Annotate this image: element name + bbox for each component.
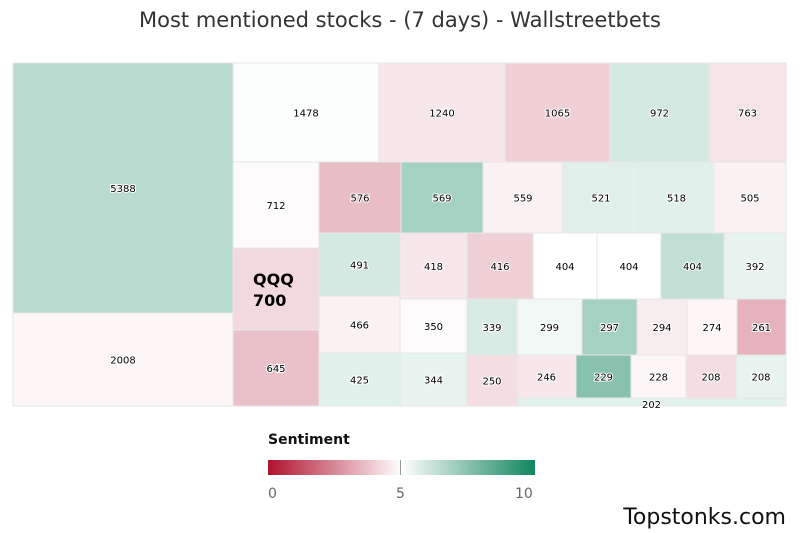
treemap-tile xyxy=(399,352,468,407)
tile-value-label: 5388 xyxy=(110,184,135,195)
treemap-tile xyxy=(466,232,534,300)
treemap-tile xyxy=(12,312,234,407)
tile-value-label: 261 xyxy=(752,323,771,334)
treemap-tile xyxy=(318,352,401,407)
tile-value-label: 505 xyxy=(740,194,759,205)
tile-value-label: 404 xyxy=(619,262,638,273)
tile-value-label: 297 xyxy=(600,323,619,334)
tile-value-label: 1240 xyxy=(429,109,454,120)
tile-value-label: 250 xyxy=(482,377,501,388)
tile-value-label: 228 xyxy=(649,373,668,384)
tile-value-label: 208 xyxy=(701,373,720,384)
legend-midpoint-marker xyxy=(400,460,401,475)
tile-value-label: 344 xyxy=(424,376,443,387)
tile-value-label: 339 xyxy=(482,323,501,334)
treemap-tile xyxy=(400,161,484,234)
treemap-tile xyxy=(708,62,787,163)
treemap-tile xyxy=(232,329,320,407)
tile-value-label: 1478 xyxy=(293,109,318,120)
tile-value-label: 418 xyxy=(424,262,443,273)
treemap-tile xyxy=(318,161,402,234)
tile-value-label: 645 xyxy=(266,364,285,375)
treemap-tile xyxy=(660,232,725,300)
treemap-tile xyxy=(318,295,401,354)
legend-tick-0: 0 xyxy=(268,486,277,502)
treemap-tile xyxy=(686,298,738,356)
treemap-tile xyxy=(562,161,640,234)
tile-value-label: 466 xyxy=(350,321,369,332)
legend-tick-10: 10 xyxy=(515,486,533,502)
treemap-tile xyxy=(516,397,787,407)
tile-value-label: 246 xyxy=(537,373,556,384)
treemap-tile xyxy=(636,298,688,356)
tile-value-label: 2008 xyxy=(110,356,135,367)
tile-value-label: 425 xyxy=(350,376,369,387)
tile-value-label: 972 xyxy=(650,109,669,120)
tile-value-label: 569 xyxy=(432,194,451,205)
treemap-tile xyxy=(378,62,506,163)
tile-value-label: 763 xyxy=(738,109,757,120)
treemap-tile xyxy=(399,232,468,300)
tile-value-label: 294 xyxy=(652,323,671,334)
tile-value-label: 559 xyxy=(513,194,532,205)
tile-value-label: 299 xyxy=(540,323,559,334)
treemap-tile xyxy=(532,232,598,300)
tile-value-label: 274 xyxy=(702,323,721,334)
tile-value-label: 202 xyxy=(642,400,661,411)
tile-value-label: 404 xyxy=(555,262,574,273)
treemap-tile xyxy=(12,62,234,314)
credit-text: Topstonks.com xyxy=(623,505,786,530)
legend-color-bar xyxy=(268,460,535,475)
tile-value-label: 712 xyxy=(266,201,285,212)
tile-value-label: 576 xyxy=(350,194,369,205)
tile-value-label: 404 xyxy=(683,262,702,273)
tile-value-label: 491 xyxy=(350,261,369,272)
treemap-tile xyxy=(638,161,715,234)
treemap-tile xyxy=(736,298,787,356)
chart-title: Most mentioned stocks - (7 days) - Walls… xyxy=(139,8,661,32)
tile-value-label: 350 xyxy=(424,322,443,333)
treemap-tile xyxy=(596,232,662,300)
tile-value-label: 392 xyxy=(745,262,764,273)
tile-value-label: 229 xyxy=(594,373,613,384)
legend-title: Sentiment xyxy=(268,432,350,448)
treemap-tile xyxy=(466,354,518,407)
treemap-tile xyxy=(399,298,468,354)
treemap-tile xyxy=(318,232,401,297)
legend-tick-5: 5 xyxy=(396,486,405,502)
treemap-tile xyxy=(581,298,638,356)
tile-value-label: 700 xyxy=(253,291,286,310)
tile-value-label: 416 xyxy=(490,262,509,273)
treemap: 5388 2008 1478 1240 1065 972 763 712 576 569 559 52… xyxy=(12,62,787,412)
tile-value-label: 518 xyxy=(667,194,686,205)
tile-value-label: 521 xyxy=(591,194,610,205)
treemap-tile xyxy=(232,62,380,163)
treemap-tile xyxy=(735,354,787,399)
tile-ticker-label: QQQ xyxy=(253,270,294,289)
treemap-tile xyxy=(723,232,787,300)
treemap-tile xyxy=(713,161,787,234)
tile-value-label: 1065 xyxy=(545,109,570,120)
tile-value-label: 208 xyxy=(751,373,770,384)
treemap-tile xyxy=(232,161,320,249)
treemap-tile xyxy=(232,247,320,331)
